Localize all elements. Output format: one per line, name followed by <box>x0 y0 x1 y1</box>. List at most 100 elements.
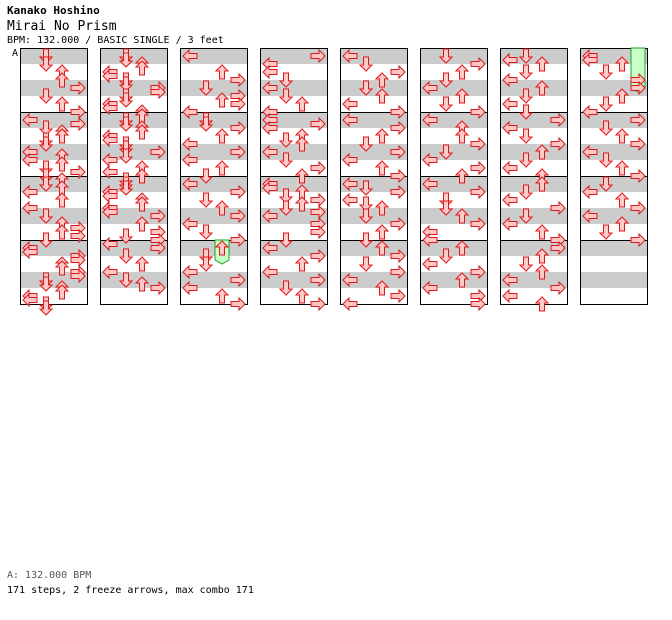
beat-stripe <box>420 144 488 160</box>
beat-stripe <box>580 208 648 224</box>
beat-stripe <box>180 144 248 160</box>
arrow-up-icon <box>54 72 70 88</box>
arrow-up-icon <box>54 96 70 112</box>
arrow-right-icon <box>230 208 246 224</box>
arrow-left-icon <box>582 184 598 200</box>
arrow-left-icon <box>102 236 118 252</box>
arrow-right-icon <box>470 264 486 280</box>
beat-stripe <box>420 176 488 192</box>
chart-column <box>580 48 648 305</box>
arrow-left-icon <box>422 256 438 272</box>
arrow-left-icon <box>262 64 278 80</box>
arrow-down-icon <box>438 72 454 88</box>
beat-stripe <box>260 96 328 112</box>
beat-stripe <box>340 144 408 160</box>
arrow-down-icon <box>38 276 54 292</box>
arrow-down-icon <box>598 224 614 240</box>
beat-stripe <box>260 80 328 96</box>
arrow-down-icon <box>358 196 374 212</box>
arrow-right-icon <box>390 184 406 200</box>
beat-stripe <box>340 288 408 304</box>
arrow-up-icon <box>214 160 230 176</box>
arrow-down-icon <box>38 88 54 104</box>
arrow-left-icon <box>22 244 38 260</box>
arrow-right-icon <box>310 224 326 240</box>
arrow-left-icon <box>582 144 598 160</box>
beat-stripe <box>500 192 568 208</box>
beat-stripe <box>260 160 328 176</box>
arrow-down-icon <box>118 228 134 244</box>
beat-stripe <box>180 80 248 96</box>
arrow-down-icon <box>198 224 214 240</box>
arrow-down-icon <box>278 200 294 216</box>
beat-stripe <box>100 224 168 240</box>
arrow-left-icon <box>422 80 438 96</box>
beat-stripe <box>20 96 88 112</box>
beat-stripe <box>500 96 568 112</box>
beat-stripe <box>500 240 568 256</box>
arrow-left-icon <box>262 240 278 256</box>
arrow-down-icon <box>278 132 294 148</box>
arrow-down-icon <box>198 80 214 96</box>
arrow-left-icon <box>182 152 198 168</box>
arrow-down-icon <box>518 256 534 272</box>
arrow-right-icon <box>230 144 246 160</box>
arrow-down-icon <box>118 116 134 132</box>
arrow-left-icon <box>582 104 598 120</box>
arrow-left-icon <box>262 80 278 96</box>
arrow-up-icon <box>614 88 630 104</box>
arrow-left-icon <box>102 68 118 84</box>
arrow-up-icon <box>134 196 150 212</box>
arrow-down-icon <box>438 144 454 160</box>
arrow-right-icon <box>230 232 246 248</box>
arrow-right-icon <box>150 280 166 296</box>
arrow-left-icon <box>22 112 38 128</box>
arrow-down-icon <box>118 148 134 164</box>
beat-stripe <box>500 288 568 304</box>
beat-stripe <box>420 240 488 256</box>
arrow-right-icon <box>230 72 246 88</box>
arrow-right-icon <box>150 240 166 256</box>
artist-name: Kanako Hoshino <box>7 4 100 17</box>
beat-stripe <box>340 128 408 144</box>
arrow-down-icon <box>438 200 454 216</box>
beat-stripe <box>500 256 568 272</box>
arrow-up-icon <box>134 60 150 76</box>
arrow-down-icon <box>358 136 374 152</box>
beat-stripe <box>580 112 648 128</box>
arrow-down-icon <box>38 136 54 152</box>
beat-stripe <box>420 160 488 176</box>
arrow-left-icon <box>342 48 358 64</box>
arrow-left-icon <box>502 52 518 68</box>
arrow-up-icon <box>614 128 630 144</box>
beat-stripe <box>260 48 328 64</box>
arrow-up-icon <box>614 56 630 72</box>
beat-stripe <box>340 192 408 208</box>
arrow-up-icon <box>374 280 390 296</box>
arrow-left-icon <box>342 272 358 288</box>
arrow-down-icon <box>598 176 614 192</box>
arrow-down-icon <box>118 92 134 108</box>
beat-stripe <box>500 224 568 240</box>
beat-stripe <box>420 192 488 208</box>
beat-stripe <box>20 80 88 96</box>
arrow-right-icon <box>630 232 646 248</box>
arrow-down-icon <box>278 88 294 104</box>
arrow-down-icon <box>118 180 134 196</box>
arrow-left-icon <box>422 152 438 168</box>
beat-stripe <box>580 160 648 176</box>
arrow-left-icon <box>502 96 518 112</box>
arrow-down-icon <box>198 192 214 208</box>
arrow-left-icon <box>502 120 518 136</box>
beat-stripe <box>20 64 88 80</box>
beat-stripe <box>580 176 648 192</box>
arrow-right-icon <box>390 248 406 264</box>
arrow-right-icon <box>390 216 406 232</box>
arrow-right-icon <box>150 84 166 100</box>
arrow-right-icon <box>230 272 246 288</box>
beat-stripe <box>420 64 488 80</box>
arrow-right-icon <box>470 216 486 232</box>
beat-stripe <box>420 208 488 224</box>
beat-stripe <box>580 128 648 144</box>
beat-stripe <box>580 144 648 160</box>
